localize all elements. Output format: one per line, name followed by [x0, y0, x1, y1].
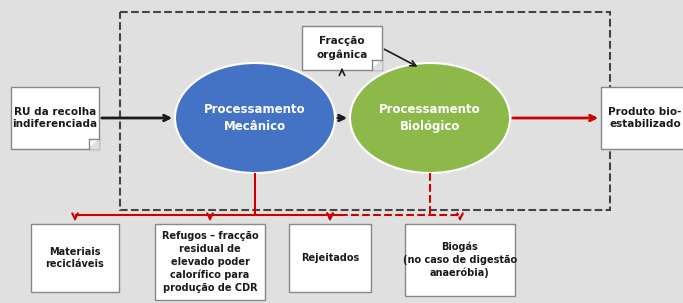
- Text: Processamento
Mecânico: Processamento Mecânico: [204, 103, 306, 133]
- Text: Produto bio-
estabilizado: Produto bio- estabilizado: [609, 107, 682, 129]
- Bar: [120, 12, 610, 210]
- Text: Processamento
Biológico: Processamento Biológico: [379, 103, 481, 133]
- Ellipse shape: [350, 63, 510, 173]
- Text: RU da recolha
indiferenciada: RU da recolha indiferenciada: [12, 107, 98, 129]
- Text: Biogás
(no caso de digestão
anaeróbia): Biogás (no caso de digestão anaeróbia): [403, 241, 517, 278]
- Bar: [289, 224, 371, 292]
- Polygon shape: [89, 139, 99, 149]
- Bar: [601, 87, 683, 149]
- Bar: [155, 224, 265, 300]
- Text: Fracção
orgânica: Fracção orgânica: [316, 36, 367, 60]
- Bar: [11, 87, 99, 149]
- Bar: [302, 26, 382, 70]
- Polygon shape: [372, 60, 382, 70]
- Text: Materiais
recicláveis: Materiais recicláveis: [46, 247, 104, 269]
- Text: Refugos – fracção
residual de
elevado poder
calorífico para
produção de CDR: Refugos – fracção residual de elevado po…: [162, 231, 258, 293]
- Bar: [405, 224, 515, 296]
- Text: Rejeitados: Rejeitados: [301, 253, 359, 263]
- Ellipse shape: [175, 63, 335, 173]
- Bar: [31, 224, 119, 292]
